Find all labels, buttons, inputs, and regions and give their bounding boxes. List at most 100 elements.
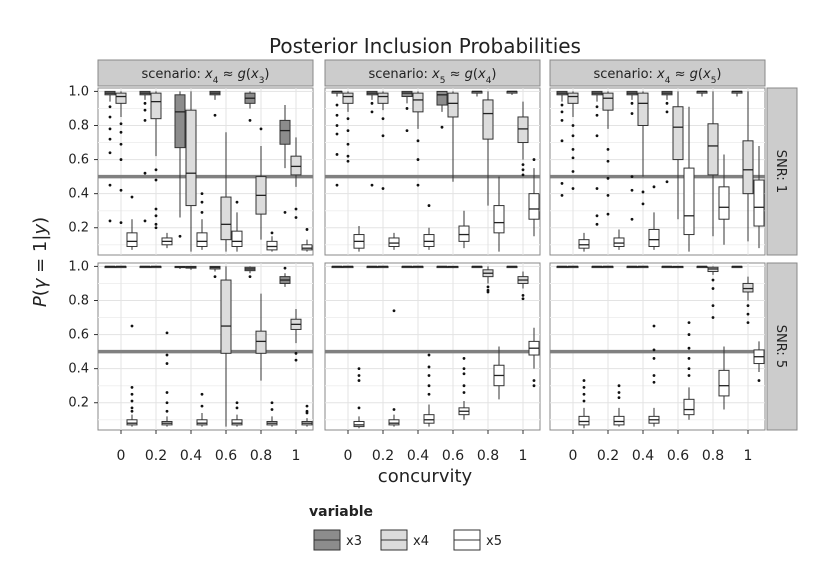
- outlier-point: [108, 105, 112, 109]
- x-tick-label: 0.2: [597, 448, 619, 464]
- outlier-point: [641, 190, 645, 194]
- x-tick-label: 1: [519, 448, 528, 464]
- panel-boxes: [556, 90, 765, 252]
- outlier-point: [606, 147, 610, 151]
- outlier-point: [560, 110, 564, 114]
- strip-text-part: scenario:: [141, 67, 205, 82]
- boxplot-x5: [266, 401, 278, 427]
- strip-text-part: ): [716, 67, 721, 82]
- outlier-point: [294, 207, 298, 211]
- x-tick-label: 0.6: [215, 448, 237, 464]
- boxplot-x5: [458, 357, 470, 420]
- outlier-point: [346, 142, 350, 146]
- legend-label: x5: [486, 534, 502, 549]
- row-strip-label: SNR: 1: [773, 150, 788, 193]
- outlier-point: [108, 151, 112, 155]
- outlier-point: [305, 411, 309, 415]
- outlier-point: [571, 134, 575, 138]
- boxplot-x5: [301, 228, 313, 252]
- outlier-point: [582, 379, 586, 382]
- boxplot-x3: [244, 91, 256, 122]
- boxplot-x5: [718, 154, 730, 245]
- boxplot-x3: [661, 90, 673, 184]
- x-tick-label: 0.6: [667, 448, 689, 464]
- outlier-point: [687, 333, 691, 336]
- boxplot-x5: [388, 309, 400, 427]
- outlier-point: [630, 112, 634, 115]
- outlier-point: [335, 103, 339, 107]
- outlier-point: [200, 404, 204, 408]
- panel: [549, 262, 766, 431]
- boxplot-x5: [753, 341, 765, 382]
- box: [493, 205, 505, 234]
- boxplot-x5: [613, 229, 625, 250]
- box: [290, 155, 302, 176]
- outlier-point: [521, 297, 525, 301]
- box: [412, 92, 424, 113]
- y-tick-label: 0.6: [68, 328, 89, 343]
- strip-text-part: 5: [440, 76, 446, 86]
- legend: variable x3 x4 x5: [309, 504, 502, 551]
- strip-text-part: ): [491, 67, 496, 82]
- outlier-point: [165, 362, 169, 365]
- boxplot-x4: [412, 265, 424, 269]
- outlier-point: [630, 217, 634, 221]
- boxplot-x4: [672, 91, 684, 220]
- outlier-point: [335, 124, 339, 127]
- outlier-point: [687, 374, 691, 377]
- outlier-point: [108, 115, 112, 119]
- outlier-point: [130, 409, 134, 413]
- boxplot-x3: [556, 90, 568, 197]
- box: [423, 414, 435, 424]
- outlier-point: [486, 285, 490, 289]
- boxplot-x4: [255, 127, 267, 240]
- boxplot-x3: [556, 265, 568, 269]
- boxplot-x3: [661, 265, 673, 269]
- outlier-point: [392, 309, 396, 313]
- outlier-point: [119, 130, 123, 134]
- boxplot-x4: [377, 265, 389, 269]
- strip-text-part: x: [477, 67, 486, 82]
- y-tick-label: 0.4: [68, 362, 89, 377]
- boxplot-x4: [185, 265, 197, 270]
- boxplot-x4: [220, 132, 232, 252]
- boxplot-x4: [602, 265, 614, 269]
- box: [126, 232, 138, 247]
- box: [517, 116, 529, 144]
- boxplot-x5: [683, 106, 695, 252]
- box: [718, 369, 730, 397]
- outlier-point: [595, 134, 599, 138]
- panel: [97, 87, 314, 256]
- outlier-point: [200, 200, 204, 204]
- outlier-point: [665, 110, 669, 114]
- boxplot-x3: [471, 90, 483, 97]
- panel-boxes: [331, 265, 540, 429]
- outlier-point: [154, 222, 158, 226]
- outlier-point: [143, 219, 147, 223]
- boxplot-x5: [718, 346, 730, 410]
- outlier-point: [200, 192, 204, 196]
- strip-text-part: x: [250, 67, 259, 82]
- outlier-point: [130, 406, 134, 410]
- outlier-point: [416, 139, 420, 143]
- outlier-point: [711, 287, 715, 290]
- boxplot-x5: [493, 346, 505, 400]
- y-tick-label: 1.0: [68, 84, 89, 99]
- boxplot-x3: [401, 90, 413, 133]
- boxplot-x3: [506, 90, 518, 95]
- outlier-point: [427, 365, 431, 369]
- boxplot-x5: [231, 200, 243, 252]
- box: [196, 419, 208, 426]
- outlier-point: [108, 219, 112, 223]
- outlier-point: [652, 380, 656, 384]
- strip-text-part: (: [246, 67, 251, 82]
- box: [482, 99, 494, 140]
- outlier-point: [248, 275, 252, 279]
- outlier-point: [130, 392, 134, 396]
- outlier-point: [178, 234, 182, 238]
- box: [648, 228, 660, 247]
- boxplot-x3: [366, 265, 378, 269]
- outlier-point: [213, 275, 217, 279]
- box: [602, 92, 614, 111]
- x-tick-label: 1: [744, 448, 753, 464]
